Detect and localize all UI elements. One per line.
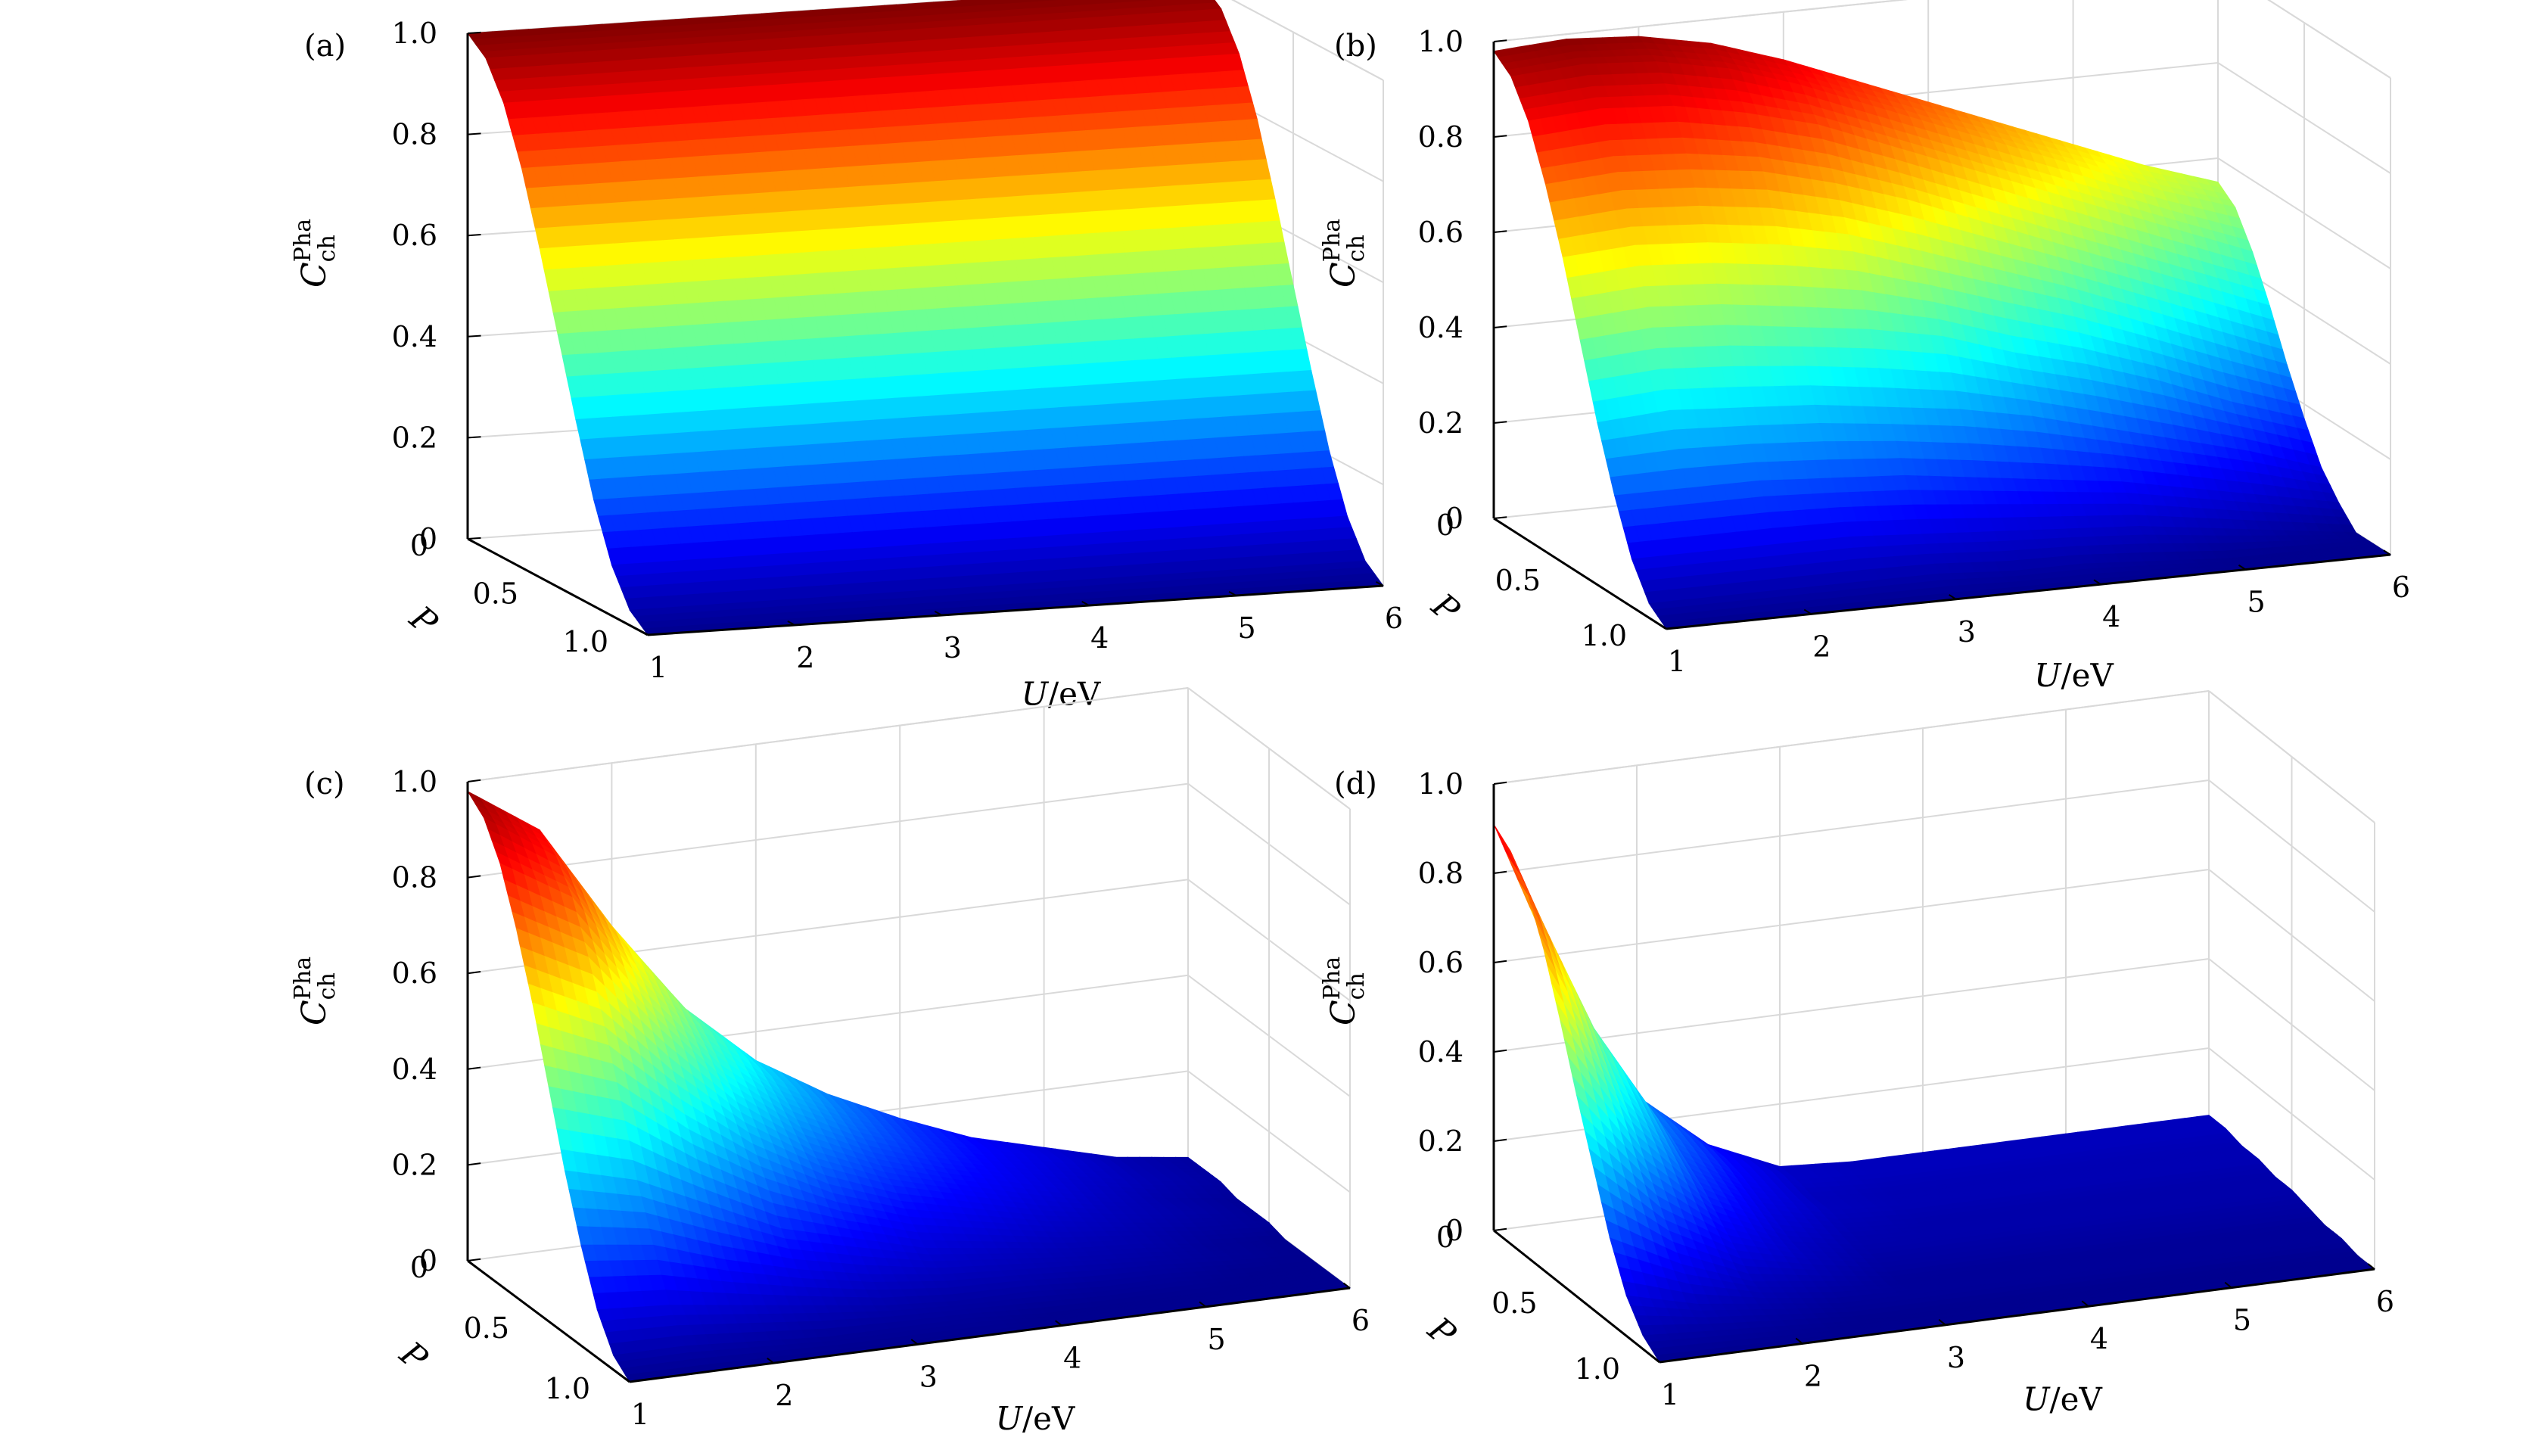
z-tick-label: 1.0 xyxy=(392,17,437,50)
z-tick xyxy=(468,133,481,134)
u-tick-label: 6 xyxy=(2392,571,2410,604)
z-tick-label: 0.2 xyxy=(1418,406,1464,440)
z-tick xyxy=(1494,135,1507,137)
u-tick-label: 3 xyxy=(1958,615,1976,649)
u-axis-label: U/eV xyxy=(1022,676,1101,713)
panel-label: (b) xyxy=(1334,29,1377,64)
p-tick-label: 1.0 xyxy=(563,625,608,658)
p-tick-label: 0 xyxy=(1436,509,1454,542)
z-tick-label: 0.6 xyxy=(392,219,437,252)
z-tick xyxy=(1494,231,1507,232)
surface xyxy=(1494,36,2390,629)
z-tick-label: 0.2 xyxy=(392,421,437,454)
z-tick-label: 0.6 xyxy=(1418,216,1464,249)
z-tick xyxy=(468,538,481,539)
z-tick-label: 1.0 xyxy=(1418,25,1464,58)
u-tick-label: 5 xyxy=(1238,611,1256,645)
panel-label: (a) xyxy=(304,29,346,64)
u-tick-label: 1 xyxy=(1668,645,1686,678)
z-axis-label: CchPha xyxy=(290,219,341,288)
u-tick-label: 4 xyxy=(1090,621,1109,655)
grid-line xyxy=(468,784,1188,878)
u-tick-label: 1 xyxy=(649,651,667,684)
p-axis-label: P xyxy=(1424,586,1467,631)
p-tick-label: 1.0 xyxy=(1582,619,1627,652)
u-tick-label: 5 xyxy=(2247,586,2266,619)
z-tick xyxy=(1494,422,1507,423)
z-axis-label: CchPha xyxy=(1319,219,1370,288)
z-tick xyxy=(468,336,481,337)
z-tick-label: 0.4 xyxy=(1418,311,1464,344)
u-tick-label: 2 xyxy=(1812,630,1831,663)
z-tick-label: 0.8 xyxy=(1418,120,1464,154)
p-tick-label: 0 xyxy=(410,529,428,562)
u-tick-label: 3 xyxy=(944,631,962,664)
z-tick xyxy=(1494,326,1507,328)
u-tick-label: 4 xyxy=(2102,600,2120,633)
panel-c: 00.20.40.60.81.000.51.0123456U/eVPCchPha… xyxy=(290,688,1370,1437)
box-edge xyxy=(468,688,1188,782)
surface xyxy=(468,792,1350,1382)
u-tick-label: 2 xyxy=(796,641,814,674)
u-tick-label: 6 xyxy=(1385,602,1403,635)
z-tick xyxy=(1494,40,1507,42)
p-axis-label: P xyxy=(402,599,445,644)
grid-line xyxy=(1494,0,2218,42)
p-tick-label: 0.5 xyxy=(1495,564,1541,597)
z-tick-label: 0.4 xyxy=(392,320,437,353)
surface xyxy=(468,0,1383,635)
box-edge xyxy=(1494,0,2218,42)
u-axis-label: U/eV xyxy=(2034,657,2114,694)
p-tick-label: 0.5 xyxy=(473,577,518,611)
z-tick xyxy=(1494,517,1507,518)
z-tick-label: 0.8 xyxy=(392,118,437,151)
